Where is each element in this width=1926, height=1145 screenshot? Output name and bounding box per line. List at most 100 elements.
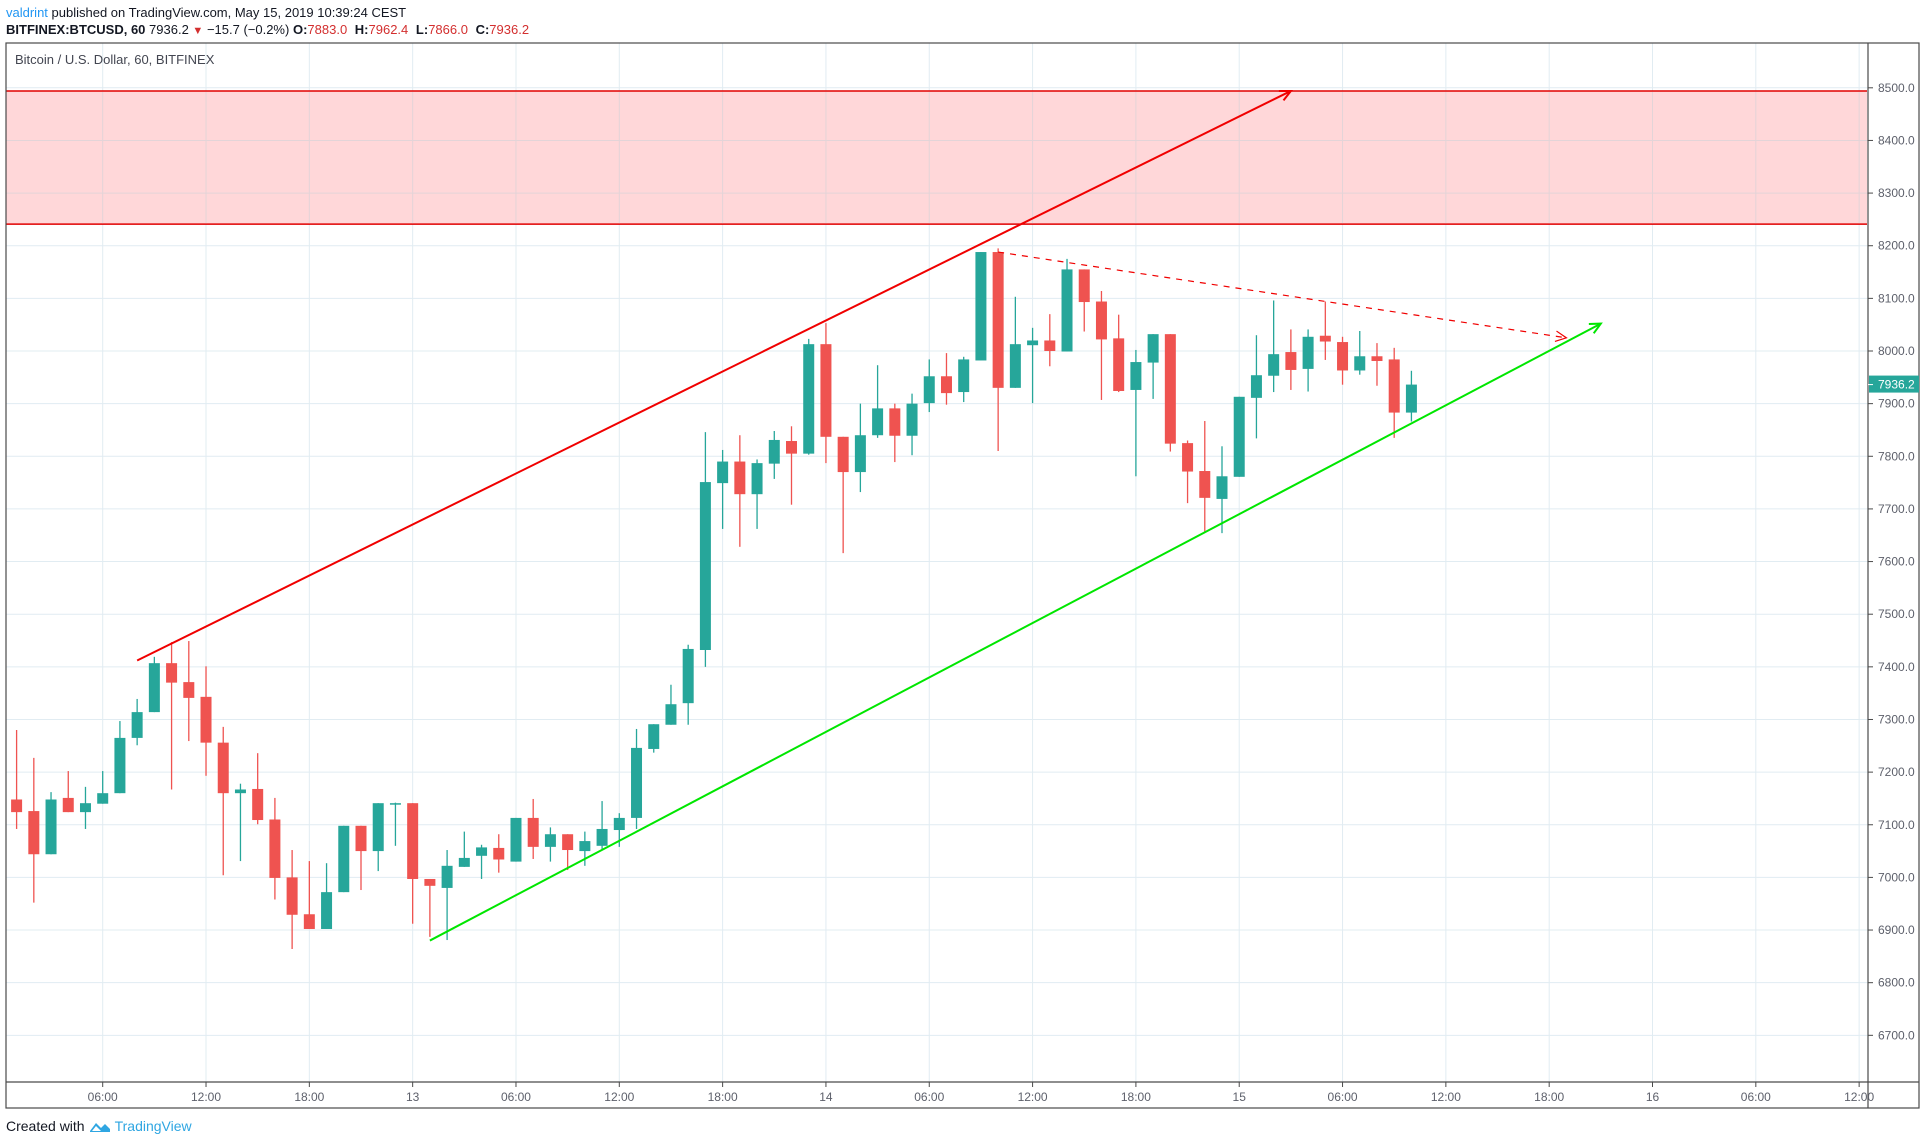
bullish-candle <box>234 783 246 862</box>
bullish-candle <box>338 825 350 893</box>
resistance-zone[interactable] <box>6 90 1868 225</box>
candle-body <box>97 793 109 804</box>
bullish-candle <box>79 786 91 829</box>
time-axis[interactable]: 06:00 12:00 18:00 13 06:00 12:00 18:00 14 06:00 1… <box>88 1082 1875 1104</box>
candle-body <box>837 436 849 473</box>
bullish-candle <box>476 844 488 879</box>
price-tick-label: 6700.0 <box>1878 1028 1915 1042</box>
chart-border <box>5 42 1920 1109</box>
bullish-candle <box>923 359 935 413</box>
created-with-text: Created with <box>6 1118 85 1134</box>
open-value: 7883.0 <box>307 22 348 37</box>
candle-body <box>958 359 970 393</box>
candle-body <box>1147 334 1159 363</box>
price-axis[interactable]: 8500.0 8400.0 8300.0 8200.0 8100.0 8000.0 7900… <box>1868 81 1919 1043</box>
candle-body <box>79 803 91 813</box>
descending-highs-line[interactable] <box>998 251 1568 342</box>
bearish-candle <box>252 753 264 825</box>
support-trendline-line[interactable] <box>429 322 1602 942</box>
bullish-candle <box>441 850 453 941</box>
bullish-candle <box>1302 329 1314 392</box>
bearish-candle <box>303 861 315 929</box>
price-tick-label: 8400.0 <box>1878 133 1915 147</box>
bearish-candle <box>1285 329 1297 390</box>
bullish-candle <box>1027 327 1039 404</box>
bearish-candle <box>217 726 229 876</box>
bullish-candle <box>648 724 660 753</box>
candle-body <box>682 648 694 704</box>
candle-body <box>975 252 987 361</box>
high-label: H: <box>354 22 369 37</box>
candle-body <box>1337 342 1349 371</box>
time-tick-label: 18:00 <box>294 1090 324 1104</box>
time-tick-label: 06:00 <box>88 1090 118 1104</box>
resistance-zone-fill <box>6 90 1867 225</box>
candle-body <box>1164 334 1176 444</box>
time-tick-label: 06:00 <box>1328 1090 1358 1104</box>
candle-body <box>389 803 401 805</box>
bearish-candle <box>286 850 298 949</box>
bearish-candle <box>269 797 281 900</box>
bullish-candle <box>1233 396 1245 477</box>
bullish-candle <box>1147 334 1159 399</box>
bullish-candle <box>768 431 780 479</box>
bullish-candle <box>579 831 591 866</box>
bearish-candle <box>1337 336 1349 385</box>
last-price-badge <box>1869 375 1919 393</box>
tradingview-brand-link[interactable]: TradingView <box>114 1118 192 1134</box>
tradingview-logo-icon <box>89 1123 110 1132</box>
price-tick-label: 7700.0 <box>1878 502 1915 516</box>
price-tick-label: 7900.0 <box>1878 397 1915 411</box>
trendlines[interactable] <box>136 89 1603 942</box>
candle-body <box>1182 443 1194 472</box>
candle-body <box>458 857 470 867</box>
bullish-candle <box>114 721 126 794</box>
bearish-candle <box>1199 421 1211 533</box>
candle-body <box>303 914 315 929</box>
bearish-candle <box>1319 301 1331 360</box>
bullish-candle <box>665 684 677 725</box>
candle-body <box>579 841 591 852</box>
support-trendline[interactable] <box>429 322 1603 942</box>
bullish-candle <box>45 792 57 855</box>
bullish-candle <box>1061 258 1073 352</box>
candle-body <box>544 834 556 847</box>
price-change: −15.7 (−0.2%) <box>206 22 290 37</box>
candle-body <box>1113 338 1125 392</box>
bearish-candle <box>527 798 539 859</box>
candle-body <box>889 408 901 436</box>
candle-body <box>372 803 384 852</box>
price-tick-label: 8200.0 <box>1878 239 1915 253</box>
candle-body <box>252 788 264 821</box>
candle-body <box>699 482 711 650</box>
candle-body <box>510 817 522 862</box>
resistance-trendline-line[interactable] <box>136 90 1292 662</box>
price-tick-label: 7100.0 <box>1878 818 1915 832</box>
bullish-candle <box>872 365 884 438</box>
bullish-candle <box>131 698 143 746</box>
resistance-trendline[interactable] <box>136 89 1293 662</box>
time-tick-label: 13 <box>406 1090 420 1104</box>
candle-body <box>1371 356 1383 362</box>
publish-info: valdrint published on TradingView.com, M… <box>6 5 406 20</box>
candle-body <box>768 439 780 464</box>
candle-body <box>751 463 763 495</box>
price-tick-label: 7800.0 <box>1878 449 1915 463</box>
author-link[interactable]: valdrint <box>6 5 48 20</box>
bullish-candle <box>975 252 987 361</box>
time-tick-label: 18:00 <box>1121 1090 1151 1104</box>
bullish-candle <box>372 803 384 872</box>
time-tick-label: 18:00 <box>1534 1090 1564 1104</box>
candle-body <box>527 817 539 847</box>
candle-body <box>166 663 178 683</box>
bearish-candle <box>1044 314 1056 367</box>
close-label: C: <box>475 22 490 37</box>
bearish-candle <box>992 248 1004 452</box>
time-tick-label: 12:00 <box>1844 1090 1874 1104</box>
price-tick-label: 6900.0 <box>1878 923 1915 937</box>
bearish-candle <box>1164 334 1176 452</box>
bearish-candle <box>62 771 74 813</box>
time-tick-label: 06:00 <box>1741 1090 1771 1104</box>
bearish-candle <box>837 436 849 554</box>
